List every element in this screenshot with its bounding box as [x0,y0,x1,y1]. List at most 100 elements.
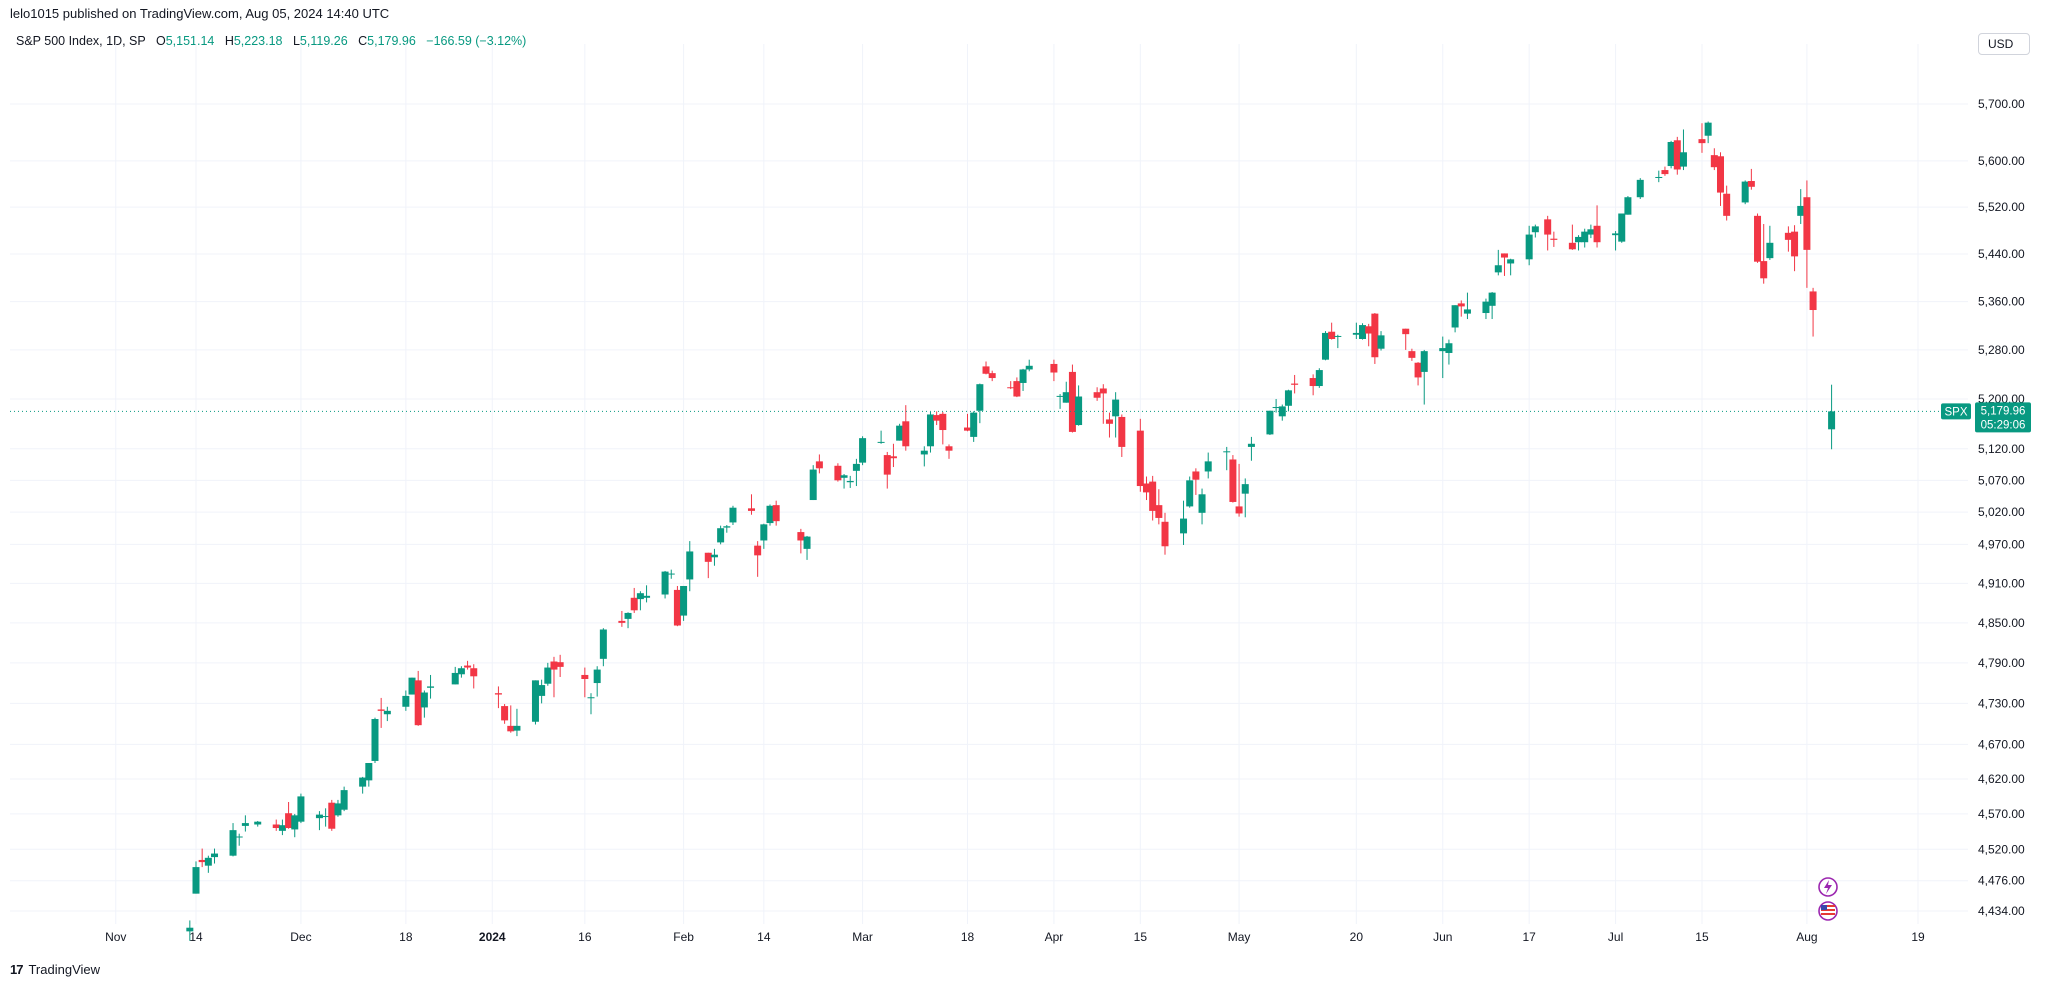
candle[interactable] [883,451,891,489]
candle[interactable] [1402,328,1410,350]
candle[interactable] [877,430,885,444]
candle[interactable] [254,820,262,827]
candle[interactable] [1352,322,1360,339]
lightning-event-icon[interactable] [1818,877,1838,897]
candle[interactable] [754,541,762,577]
candle[interactable] [1797,189,1805,225]
candle[interactable] [1056,394,1064,409]
candle[interactable] [920,446,928,467]
candle[interactable] [1247,436,1255,461]
candle[interactable] [229,823,237,857]
candle[interactable] [235,833,243,846]
candle[interactable] [315,811,323,831]
candle[interactable] [328,799,336,831]
candle[interactable] [1575,235,1583,251]
candle[interactable] [599,628,607,667]
candle[interactable] [334,799,342,817]
candle[interactable] [630,587,638,613]
candle[interactable] [729,505,737,525]
candle[interactable] [680,585,688,621]
candle[interactable] [1068,364,1076,433]
candle[interactable] [1149,475,1157,521]
candle[interactable] [1180,500,1188,545]
candle[interactable] [377,697,385,728]
candle[interactable] [359,776,367,794]
candle[interactable] [1050,359,1058,382]
candle[interactable] [1136,418,1144,492]
candle[interactable] [420,690,428,718]
candle[interactable] [1309,374,1317,396]
candle[interactable] [704,552,712,579]
candle[interactable] [1463,292,1471,320]
candle[interactable] [766,504,774,526]
candle[interactable] [747,494,755,515]
candle[interactable] [538,679,546,704]
candle[interactable] [1494,249,1502,276]
candle[interactable] [1321,331,1329,361]
candle[interactable] [970,411,978,442]
candle[interactable] [723,524,731,533]
candle[interactable] [976,383,984,424]
candle[interactable] [840,473,848,489]
candle[interactable] [1673,136,1681,175]
candle[interactable] [556,654,564,677]
symbol-label[interactable]: S&P 500 Index, 1D, SP [16,34,146,48]
candle[interactable] [550,656,558,698]
candle[interactable] [1019,368,1027,391]
candle[interactable] [1112,392,1120,438]
candle[interactable] [988,370,996,382]
candle[interactable] [1507,258,1515,276]
candle[interactable] [1328,322,1336,340]
candle[interactable] [1315,368,1323,388]
candle[interactable] [1284,389,1292,412]
candle[interactable] [1784,226,1792,252]
candle[interactable] [408,677,416,695]
candle[interactable] [186,920,194,941]
candle[interactable] [1655,170,1663,183]
candle[interactable] [1408,348,1416,361]
candle[interactable] [710,548,718,566]
candle[interactable] [507,705,515,733]
candle[interactable] [1457,300,1465,317]
candle[interactable] [889,443,897,468]
candle[interactable] [624,612,632,629]
candle[interactable] [1679,129,1687,171]
candle[interactable] [717,525,725,545]
candle[interactable] [402,690,410,711]
candle[interactable] [470,664,478,689]
candle[interactable] [457,666,465,678]
candle[interactable] [945,444,953,459]
candle[interactable] [1161,512,1169,555]
candle[interactable] [1500,253,1508,276]
candle[interactable] [1828,384,1836,450]
candle[interactable] [531,680,539,725]
candle[interactable] [1291,374,1299,394]
candle[interactable] [834,463,842,482]
currency-button[interactable]: USD [1978,33,2030,55]
candle[interactable] [673,585,681,627]
candle[interactable] [192,861,200,894]
candle[interactable] [933,411,941,426]
candle[interactable] [581,667,589,698]
candle[interactable] [278,819,286,836]
candle[interactable] [322,808,330,827]
candle[interactable] [797,528,805,554]
candle[interactable] [1667,140,1675,169]
candle[interactable] [1741,180,1749,205]
candle[interactable] [365,763,373,787]
candle[interactable] [1007,381,1015,390]
candle[interactable] [1075,385,1083,426]
candle[interactable] [1568,224,1576,250]
candle[interactable] [1142,476,1150,501]
candle[interactable] [513,708,521,737]
candle[interactable] [1760,224,1768,284]
candle[interactable] [1488,292,1496,320]
candle[interactable] [1334,334,1342,349]
candle[interactable] [1204,452,1212,479]
candle[interactable] [815,454,823,474]
candle[interactable] [501,704,509,724]
candle[interactable] [1624,196,1632,215]
candle[interactable] [661,570,669,599]
candle[interactable] [939,411,947,445]
candle[interactable] [451,666,459,685]
